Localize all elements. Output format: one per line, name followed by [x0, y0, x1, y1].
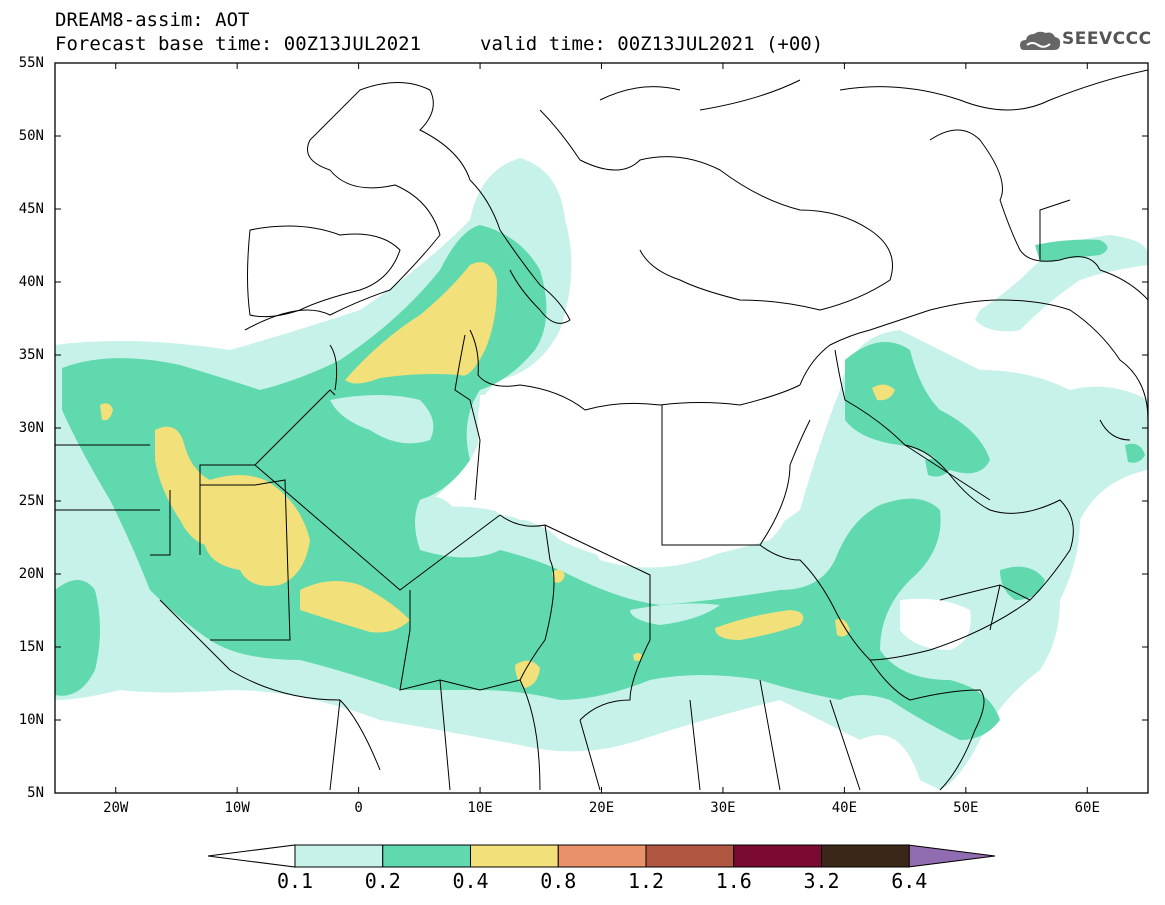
lat-label: 35N [18, 347, 44, 363]
aot-light-patch [330, 395, 720, 625]
colorbar-box [557, 844, 647, 868]
lon-label: 10E [467, 800, 493, 816]
lat-label: 15N [18, 639, 44, 655]
lat-label: 25N [18, 493, 44, 509]
cloud-logo-icon [1020, 31, 1061, 50]
colorbar-box [733, 844, 822, 868]
colorbar-label: 1.6 [715, 869, 752, 893]
map-borders [55, 69, 1148, 791]
colorbar-box [294, 844, 384, 868]
lat-label: 10N [18, 712, 44, 728]
colorbar-over-triangle [907, 844, 996, 868]
logo-text: SEEVCCC [1062, 29, 1152, 49]
lon-label: 20W [103, 800, 129, 816]
colorbar-label: 3.2 [803, 869, 840, 893]
lat-label: 5N [27, 785, 44, 801]
colorbar-box [645, 844, 735, 868]
lat-label: 50N [18, 128, 44, 144]
lon-label: 30E [710, 800, 736, 816]
lon-label: 40E [831, 800, 858, 816]
colorbar-label: 0.8 [540, 869, 577, 893]
lat-label: 40N [18, 274, 44, 290]
colorbar-label: 0.1 [276, 869, 314, 893]
colorbar-under-triangle [207, 844, 296, 868]
lat-label: 30N [18, 420, 44, 436]
aot-contour-0.4 [100, 262, 895, 688]
colorbar-box [821, 844, 910, 868]
lon-label: 0 [354, 800, 363, 816]
lon-label: 10W [224, 800, 250, 816]
lon-label: 50E [953, 800, 979, 816]
colorbar [207, 844, 996, 868]
map-title: DREAM8-assim: AOT [55, 9, 250, 31]
lon-label: 60E [1074, 800, 1100, 816]
lat-label: 55N [18, 55, 44, 71]
axis-ticks [55, 62, 1148, 794]
valid-time: valid time: 00Z13JUL2021 (+00) [480, 33, 824, 55]
colorbar-box [382, 844, 471, 868]
colorbar-label: 6.4 [891, 869, 928, 893]
colorbar-label: 0.4 [452, 869, 489, 893]
forecast-base-time: Forecast base time: 00Z13JUL2021 [55, 33, 422, 55]
clear-air-region [476, 394, 971, 650]
colorbar-box [470, 844, 559, 868]
lat-label: 45N [18, 201, 44, 217]
colorbar-label: 0.2 [364, 869, 401, 893]
lon-label: 20E [588, 800, 615, 816]
colorbar-label: 1.2 [627, 869, 665, 893]
lat-label: 20N [18, 566, 44, 582]
aot-contour-0.2 [55, 225, 1145, 740]
